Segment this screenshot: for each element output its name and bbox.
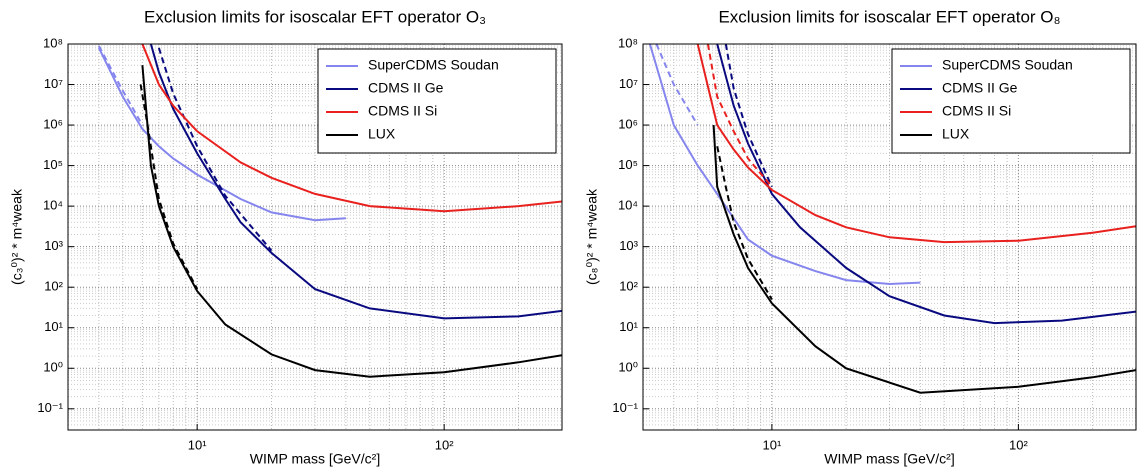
y-tick-label: 10⁵	[618, 157, 638, 172]
y-tick-label: 10³	[44, 238, 63, 253]
y-tick-label: 10⁻¹	[612, 400, 638, 415]
dashed-line	[139, 84, 199, 290]
legend: SuperCDMS Soudan CDMS II Ge CDMS II Si LUX	[891, 48, 1131, 154]
x-tick-label: 10²	[1009, 437, 1028, 452]
y-tick-label: 10⁷	[44, 76, 63, 91]
plot-area	[98, 44, 562, 378]
plot-area	[648, 44, 1136, 394]
chart-title: Exclusion limits for isoscalar EFT opera…	[718, 7, 1060, 26]
legend: SuperCDMS Soudan CDMS II Ge CDMS II Si LUX	[317, 48, 557, 154]
dashed-line	[724, 44, 773, 188]
y-tick-label: 10⁴	[618, 198, 638, 213]
y-tick-label: 10⁶	[43, 117, 63, 132]
y-tick-label: 10¹	[44, 319, 63, 334]
x-axis-label: WIMP mass [GeV/c²]	[824, 451, 954, 467]
line	[716, 44, 1136, 325]
x-tick-label: 10²	[435, 437, 454, 452]
legend-label: CDMS II Ge	[368, 80, 444, 96]
legend-label: CDMS II Si	[942, 103, 1011, 119]
dashed-line	[655, 44, 699, 126]
legend-label: LUX	[942, 126, 970, 142]
line	[648, 44, 921, 286]
legend-label: SuperCDMS Soudan	[368, 57, 499, 73]
x-tick-label: 10¹	[762, 437, 781, 452]
x-axis-label: WIMP mass [GeV/c²]	[250, 451, 380, 467]
dashed-line	[706, 44, 773, 188]
y-tick-label: 10³	[619, 238, 638, 253]
legend-label: SuperCDMS Soudan	[942, 57, 1073, 73]
y-tick-label: 10⁶	[618, 117, 638, 132]
line	[98, 47, 346, 222]
legend-label: CDMS II Si	[368, 103, 437, 119]
line	[712, 125, 1136, 394]
line	[696, 44, 1136, 244]
y-tick-label: 10⁸	[618, 35, 638, 50]
dashed-line	[157, 47, 273, 252]
y-tick-label: 10⁷	[619, 76, 638, 91]
legend-label: LUX	[368, 126, 396, 142]
dashed-line	[98, 45, 144, 126]
y-tick-label: 10¹	[619, 319, 638, 334]
plot-frame	[67, 43, 563, 431]
y-tick-label: 10⁻¹	[37, 400, 63, 415]
y-tick-label: 10⁴	[43, 198, 63, 213]
y-tick-label: 10²	[619, 279, 638, 294]
plot-frame	[642, 43, 1137, 431]
y-axis-label: (c₈⁰)² * m⁴weak	[584, 188, 600, 285]
x-tick-label: 10¹	[188, 437, 207, 452]
y-tick-label: 10⁸	[43, 35, 63, 50]
panel: Exclusion limits for isoscalar EFT opera…	[9, 7, 563, 467]
legend-label: CDMS II Ge	[942, 80, 1018, 96]
panel: Exclusion limits for isoscalar EFT opera…	[584, 7, 1137, 467]
line	[141, 44, 562, 213]
y-tick-label: 10⁵	[43, 157, 63, 172]
chart-title: Exclusion limits for isoscalar EFT opera…	[144, 7, 486, 26]
y-tick-label: 10⁰	[43, 360, 63, 375]
dashed-line	[716, 146, 773, 300]
y-tick-label: 10²	[44, 279, 63, 294]
y-tick-label: 10⁰	[618, 360, 638, 375]
y-axis-label: (c₃⁰)² * m⁴weak	[9, 188, 25, 285]
line	[141, 65, 562, 378]
